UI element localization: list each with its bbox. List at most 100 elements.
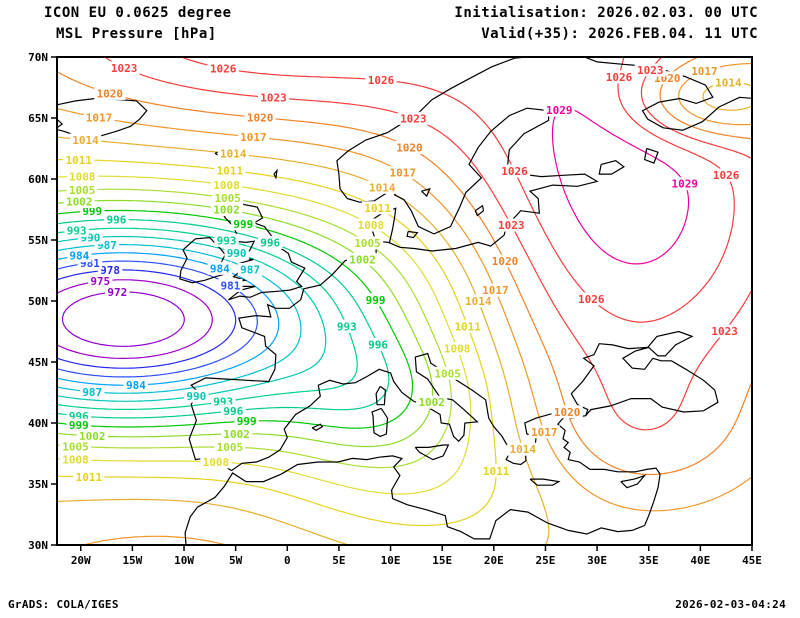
coastline xyxy=(371,407,389,438)
contour-label-mask xyxy=(393,140,426,154)
contour-label: 1017 xyxy=(240,131,267,144)
grads-credit: GrADS: COLA/IGES xyxy=(8,598,119,611)
y-axis-label: 65N xyxy=(28,112,48,125)
contour-label-mask xyxy=(234,414,259,428)
contour-label: 1017 xyxy=(691,65,718,78)
y-axis-label: 40N xyxy=(28,417,48,430)
y-axis-label: 35N xyxy=(28,478,48,491)
contour-label-mask xyxy=(528,425,560,439)
contour-label: 972 xyxy=(107,286,127,299)
contour-label: 1014 xyxy=(715,76,742,89)
contour-label-mask xyxy=(94,86,126,100)
contour-label-mask xyxy=(480,464,512,478)
contour-label: 1014 xyxy=(465,295,492,308)
x-axis-label: 15E xyxy=(432,554,452,567)
contour-label: 1002 xyxy=(223,428,250,441)
contour-label: 1020 xyxy=(554,406,581,419)
contour-label: 1005 xyxy=(217,441,244,454)
contour-label-mask xyxy=(543,103,575,117)
contour-label-mask xyxy=(108,61,140,75)
contour-label: 1017 xyxy=(482,284,509,297)
contour-label: 1020 xyxy=(247,112,274,125)
contour-label: 1026 xyxy=(368,74,395,87)
contour-label-mask xyxy=(210,178,243,192)
contour-label-mask xyxy=(365,337,391,351)
contour-label-mask xyxy=(551,405,583,419)
coastline xyxy=(231,330,719,472)
contour-label-mask xyxy=(59,453,92,467)
contour-label: 1008 xyxy=(358,219,385,232)
contour-label: 1002 xyxy=(66,196,93,209)
contour-label-mask xyxy=(495,218,527,232)
contour-label-mask xyxy=(224,246,249,260)
y-axis-label: 30N xyxy=(28,539,48,552)
coastline xyxy=(375,385,387,406)
coastline xyxy=(598,160,625,175)
contour-label-mask xyxy=(709,324,741,338)
contour-label: 999 xyxy=(237,415,257,428)
contour-label-mask xyxy=(334,319,360,333)
coastline xyxy=(414,444,450,461)
x-axis-label: 15W xyxy=(122,554,142,567)
contour-label: 1011 xyxy=(76,471,103,484)
x-axis-label: 20E xyxy=(484,554,504,567)
contour-label-mask xyxy=(441,341,473,355)
contour-label-mask xyxy=(67,249,92,263)
coastline xyxy=(557,416,661,526)
contour-label: 999 xyxy=(69,419,89,432)
y-axis-label: 50N xyxy=(28,295,48,308)
contour-label-mask xyxy=(355,218,387,232)
contour-label-mask xyxy=(66,418,92,432)
coastline xyxy=(529,478,561,486)
isobar-1017 xyxy=(57,62,752,545)
contour-label-mask xyxy=(575,292,607,306)
contour-label-mask xyxy=(63,153,95,167)
contour-label-mask xyxy=(200,455,232,469)
contour-label-mask xyxy=(387,166,419,180)
contour-label: 1023 xyxy=(637,64,664,77)
contour-label-mask xyxy=(214,440,246,454)
x-axis-label: 35E xyxy=(639,554,659,567)
contour-label-mask xyxy=(221,427,253,441)
contour-label: 1008 xyxy=(69,170,96,183)
contour-label: 1014 xyxy=(220,148,247,161)
creation-timestamp: 2026-02-03-04:24 xyxy=(675,598,786,611)
contour-label-mask xyxy=(64,223,89,237)
contour-label: 1029 xyxy=(672,178,699,191)
contour-label: 1008 xyxy=(213,179,240,192)
contour-label: 1011 xyxy=(217,164,244,177)
contour-label: 1008 xyxy=(203,456,230,469)
contour-label-mask xyxy=(258,235,283,249)
coastline xyxy=(184,455,645,545)
contour-label-mask xyxy=(452,319,484,333)
contour-label-mask xyxy=(59,439,92,453)
y-axis-label: 55N xyxy=(28,234,48,247)
isobar-975 xyxy=(57,279,213,359)
x-axis-label: 30E xyxy=(587,554,607,567)
plot-area xyxy=(57,57,762,545)
contour-label-mask xyxy=(207,61,239,75)
contour-label-mask xyxy=(712,75,745,89)
contour-label-mask xyxy=(365,73,397,87)
x-axis-label: 0 xyxy=(284,554,291,567)
contour-label-mask xyxy=(231,217,256,231)
contour-label-mask xyxy=(123,378,149,392)
map-frame xyxy=(56,56,753,546)
coastline xyxy=(406,230,419,239)
coastline xyxy=(755,362,762,389)
model-title: ICON EU 0.0625 degree xyxy=(44,5,232,21)
y-axis-label: 70N xyxy=(28,51,48,64)
contour-label: 1017 xyxy=(86,112,113,125)
contour-label: 999 xyxy=(82,205,102,218)
contour-label: 996 xyxy=(368,338,388,351)
contour-label: 1011 xyxy=(364,202,391,215)
contour-label: 1005 xyxy=(62,440,89,453)
contour-label: 1023 xyxy=(711,325,738,338)
contour-label-mask xyxy=(73,470,105,484)
coastline xyxy=(57,97,148,137)
contour-label: 1005 xyxy=(354,237,381,250)
contour-label: 996 xyxy=(106,214,126,227)
contour-label-mask xyxy=(83,111,115,125)
contour-labels: 9729759789819819849849849879879879909909… xyxy=(59,61,745,484)
